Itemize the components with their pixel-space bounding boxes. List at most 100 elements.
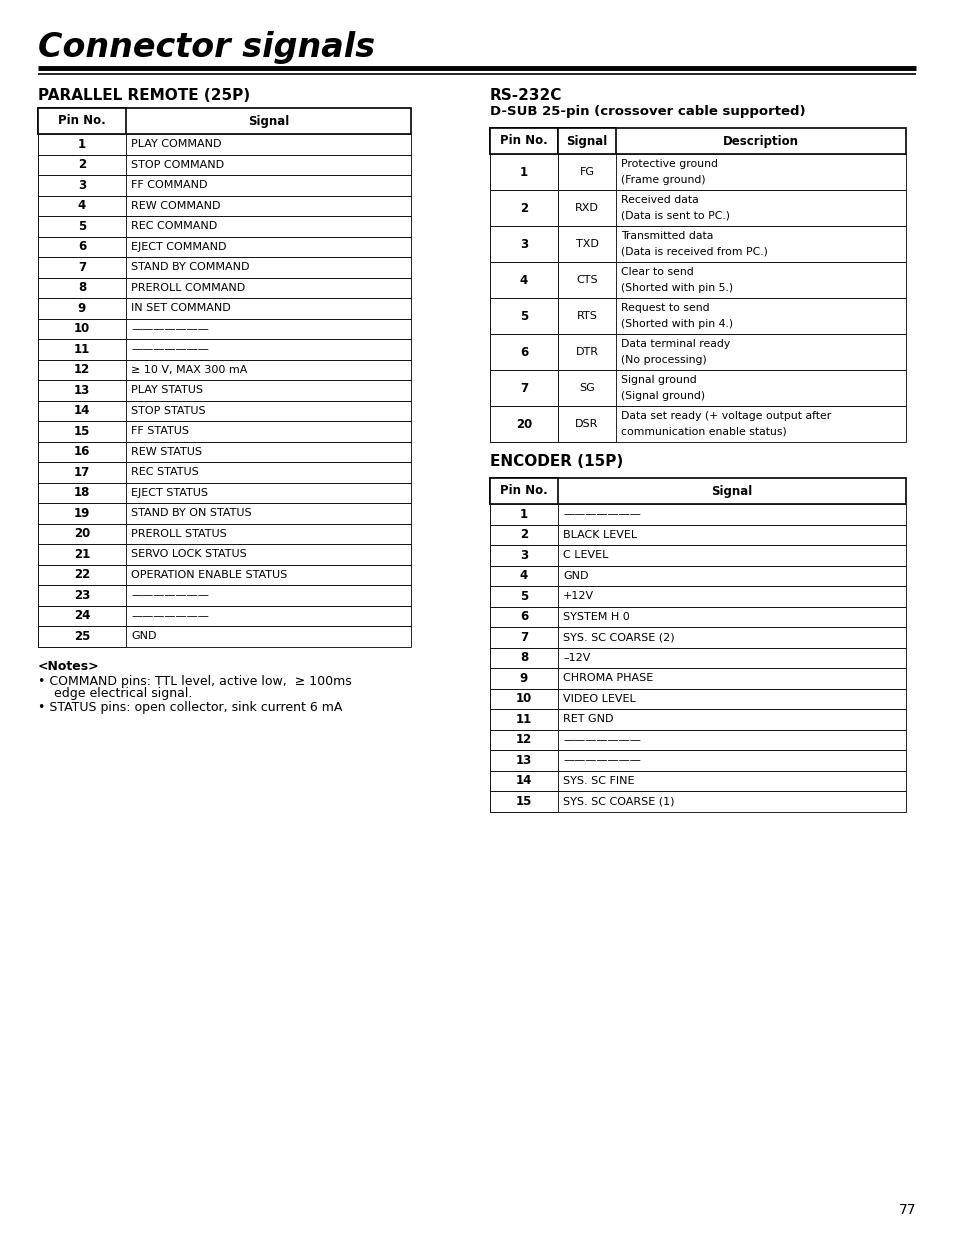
Text: 6: 6: [519, 610, 528, 624]
Text: 11: 11: [516, 713, 532, 726]
Text: GND: GND: [562, 571, 588, 580]
Text: 24: 24: [73, 609, 91, 622]
Text: 15: 15: [73, 425, 91, 437]
Bar: [490, 730, 558, 750]
Text: CHROMA PHASE: CHROMA PHASE: [562, 673, 653, 683]
Bar: [38, 338, 126, 359]
Bar: [38, 107, 411, 135]
Bar: [38, 257, 411, 278]
Bar: [38, 338, 411, 359]
Bar: [490, 627, 905, 647]
Text: Data terminal ready: Data terminal ready: [620, 338, 729, 350]
Text: 21: 21: [73, 548, 90, 561]
Bar: [490, 647, 905, 668]
Text: (No processing): (No processing): [620, 354, 706, 366]
Bar: [490, 750, 558, 771]
Text: 5: 5: [519, 310, 528, 322]
Bar: [490, 790, 905, 811]
Text: 8: 8: [519, 651, 528, 664]
Bar: [38, 236, 411, 257]
Text: 11: 11: [73, 343, 90, 356]
Text: 5: 5: [78, 220, 86, 232]
Bar: [490, 154, 558, 190]
Text: 2: 2: [78, 158, 86, 172]
Bar: [38, 400, 126, 421]
Text: REC COMMAND: REC COMMAND: [131, 221, 217, 231]
Text: SERVO LOCK STATUS: SERVO LOCK STATUS: [131, 550, 247, 559]
Text: REW COMMAND: REW COMMAND: [131, 201, 220, 211]
Bar: [490, 566, 558, 585]
Bar: [558, 406, 616, 442]
Bar: [490, 262, 905, 298]
Text: 7: 7: [519, 382, 528, 394]
Text: 9: 9: [78, 301, 86, 315]
Bar: [490, 406, 558, 442]
Bar: [490, 545, 905, 566]
Bar: [38, 175, 411, 195]
Text: IN SET COMMAND: IN SET COMMAND: [131, 304, 231, 314]
Text: Signal ground: Signal ground: [620, 375, 696, 385]
Text: 1: 1: [78, 138, 86, 151]
Bar: [490, 525, 558, 545]
Text: 25: 25: [73, 630, 91, 642]
Bar: [490, 190, 558, 226]
Bar: [490, 298, 558, 333]
Bar: [490, 606, 558, 627]
Text: <Notes>: <Notes>: [38, 661, 99, 673]
Bar: [38, 195, 126, 216]
Text: 9: 9: [519, 672, 528, 684]
Text: STAND BY ON STATUS: STAND BY ON STATUS: [131, 509, 252, 519]
Bar: [38, 298, 126, 319]
Bar: [558, 154, 616, 190]
Text: STAND BY COMMAND: STAND BY COMMAND: [131, 262, 250, 272]
Text: 6: 6: [78, 241, 86, 253]
Text: FF STATUS: FF STATUS: [131, 426, 189, 436]
Bar: [490, 790, 558, 811]
Text: EJECT STATUS: EJECT STATUS: [131, 488, 208, 498]
Bar: [490, 668, 558, 688]
Bar: [490, 566, 905, 585]
Text: Received data: Received data: [620, 195, 698, 205]
Bar: [38, 585, 126, 605]
Bar: [558, 262, 616, 298]
Text: (Signal ground): (Signal ground): [620, 391, 704, 401]
Bar: [38, 524, 126, 543]
Bar: [558, 190, 616, 226]
Text: SYSTEM H 0: SYSTEM H 0: [562, 611, 629, 621]
Bar: [38, 107, 126, 135]
Text: 20: 20: [73, 527, 90, 540]
Bar: [490, 504, 905, 525]
Text: GND: GND: [131, 631, 156, 641]
Text: 14: 14: [73, 404, 91, 417]
Bar: [38, 216, 411, 236]
Bar: [38, 524, 411, 543]
Bar: [490, 370, 905, 406]
Text: ———————: ———————: [562, 756, 640, 766]
Text: 16: 16: [73, 446, 91, 458]
Bar: [38, 543, 126, 564]
Bar: [490, 545, 558, 566]
Text: PREROLL STATUS: PREROLL STATUS: [131, 529, 227, 538]
Bar: [490, 750, 905, 771]
Text: PLAY STATUS: PLAY STATUS: [131, 385, 203, 395]
Text: ———————: ———————: [562, 509, 640, 519]
Text: TXD: TXD: [575, 240, 598, 249]
Text: DSR: DSR: [575, 419, 598, 429]
Bar: [490, 128, 558, 154]
Text: D-SUB 25-pin (crossover cable supported): D-SUB 25-pin (crossover cable supported): [490, 105, 804, 119]
Text: Data set ready (+ voltage output after: Data set ready (+ voltage output after: [620, 411, 830, 421]
Text: Pin No.: Pin No.: [58, 115, 106, 127]
Text: 17: 17: [73, 466, 90, 479]
Bar: [38, 483, 126, 503]
Bar: [38, 421, 126, 441]
Text: 3: 3: [519, 548, 528, 562]
Bar: [38, 154, 411, 175]
Bar: [38, 298, 411, 319]
Bar: [490, 226, 558, 262]
Text: 6: 6: [519, 346, 528, 358]
Bar: [490, 771, 905, 790]
Text: 4: 4: [519, 569, 528, 582]
Bar: [490, 262, 558, 298]
Bar: [38, 462, 126, 483]
Bar: [38, 135, 411, 154]
